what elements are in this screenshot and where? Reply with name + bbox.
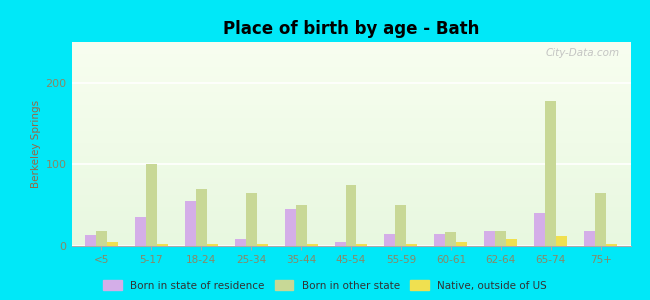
Bar xyxy=(296,205,307,246)
Bar xyxy=(346,185,356,246)
Bar xyxy=(545,101,556,246)
Bar xyxy=(595,193,606,246)
Bar xyxy=(606,244,617,246)
Bar xyxy=(157,244,168,246)
Legend: Born in state of residence, Born in other state, Native, outside of US: Born in state of residence, Born in othe… xyxy=(99,276,551,295)
Bar xyxy=(456,242,467,246)
Bar xyxy=(207,244,218,246)
Bar xyxy=(335,242,346,246)
Bar xyxy=(506,239,517,246)
Bar xyxy=(395,205,406,246)
Bar xyxy=(384,234,395,246)
Bar xyxy=(185,201,196,246)
Bar xyxy=(85,236,96,246)
Bar xyxy=(285,209,296,246)
Bar xyxy=(246,193,257,246)
Bar xyxy=(484,231,495,246)
Y-axis label: Berkeley Springs: Berkeley Springs xyxy=(31,100,42,188)
Text: City-Data.com: City-Data.com xyxy=(545,48,619,58)
Bar xyxy=(307,244,318,246)
Bar xyxy=(434,234,445,246)
Bar xyxy=(445,232,456,246)
Bar xyxy=(107,242,118,246)
Bar xyxy=(257,244,268,246)
Bar xyxy=(196,189,207,246)
Bar xyxy=(96,231,107,246)
Bar xyxy=(406,244,417,246)
Bar xyxy=(584,231,595,246)
Bar xyxy=(495,231,506,246)
Bar xyxy=(235,239,246,246)
Bar xyxy=(556,236,567,246)
Bar xyxy=(356,244,367,246)
Bar xyxy=(146,164,157,246)
Title: Place of birth by age - Bath: Place of birth by age - Bath xyxy=(223,20,479,38)
Bar xyxy=(135,218,146,246)
Bar xyxy=(534,213,545,246)
